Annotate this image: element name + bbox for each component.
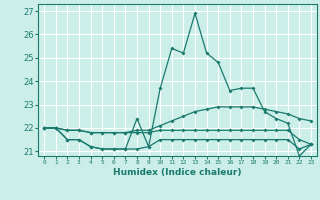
X-axis label: Humidex (Indice chaleur): Humidex (Indice chaleur): [113, 168, 242, 177]
